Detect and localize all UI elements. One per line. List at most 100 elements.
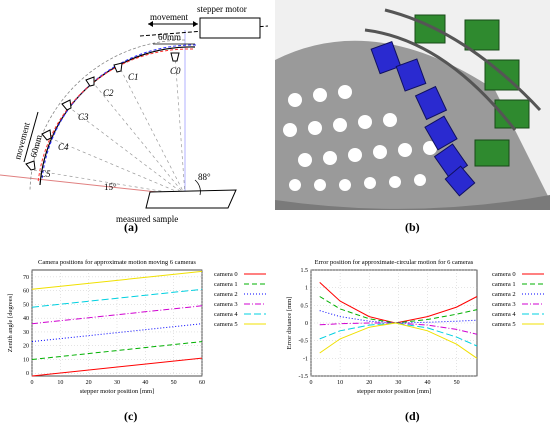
legend-label-camera-2: camera 2 [492,291,516,298]
legend-label-camera-4: camera 4 [492,311,516,318]
caption-b: (b) [405,220,420,234]
y-tick-label: 30 [23,330,29,336]
legend-label-camera-3: camera 3 [214,301,238,308]
legend-label-camera-1: camera 1 [214,281,238,288]
x-tick-label: 60 [199,380,205,386]
measured-sample-label: measured sample [116,214,178,224]
photo-render [275,0,550,210]
movement-top-arrowheads [148,21,198,27]
motor-rail [139,25,269,37]
diagram-panel: C0 C1 C2 C3 C4 C5 movement stepper motor… [0,0,272,236]
camera-icon-c1 [113,62,123,73]
series-line-camera-3 [31,305,203,325]
stepper-motor-label: stepper motor [197,4,247,14]
camera-icons [25,52,180,171]
y-tick-label: 0.5 [301,303,309,309]
movement-side-arrow [23,111,39,163]
x-tick-label: 10 [57,380,63,386]
series-line-camera-5 [319,322,478,359]
series-line-camera-2 [31,323,203,343]
legend-label-camera-0: camera 0 [492,271,516,278]
movement-top-label: movement [150,12,188,22]
x-tick-label: 0 [310,380,313,386]
setup-diagram: C0 C1 C2 C3 C4 C5 movement stepper motor… [0,4,269,224]
y-tick-label: 50 [23,302,29,308]
chart-title: Error position for approximate-circular … [315,259,474,266]
x-tick-label: 50 [171,380,177,386]
camera-icon-c5 [25,160,36,171]
caption-c: (c) [124,409,138,423]
y-tick-label: 0 [305,321,308,327]
x-tick-label: 40 [142,380,148,386]
angle-88-label: 88° [198,172,211,182]
camera-label-c2: C2 [103,88,114,98]
legend-label-camera-2: camera 2 [214,291,238,298]
camera-icon-c2 [85,76,95,87]
legend-label-camera-3: camera 3 [492,301,516,308]
y-tick-label: 40 [23,316,29,322]
x-tick-label: 0 [31,380,34,386]
camera-label-c0: C0 [170,66,181,76]
camera-label-c4: C4 [58,142,69,152]
y-tick-label: 70 [23,275,29,281]
series-line-camera-3 [319,322,478,335]
outer-arc [29,39,186,191]
legend-label-camera-5: camera 5 [492,321,516,328]
series-line-camera-0 [31,357,203,377]
y-tick-label: -1 [303,356,308,362]
caption-a: (a) [124,220,138,234]
dome-holes [283,85,437,191]
camera-modules [370,41,476,197]
y-tick-label: 1 [305,286,308,292]
camera-dome-photo [275,0,550,210]
legend-label-camera-1: camera 1 [492,281,516,288]
y-tick-label: -0.5 [299,339,309,345]
x-tick-label: 20 [366,380,372,386]
legend-label-camera-0: camera 0 [214,271,238,278]
caption-d: (d) [405,409,420,423]
camera-icon-c4 [41,129,52,141]
y-tick-label: 10 [23,357,29,363]
x-tick-label: 30 [395,380,401,386]
legend-label-camera-5: camera 5 [214,321,238,328]
x-tick-label: 10 [337,380,343,386]
series-line-camera-1 [31,341,203,360]
dim-top-label: 60mm [158,32,181,42]
series-line-camera-4 [319,322,478,347]
approx-arc-red [37,48,194,184]
chart-d-svg: Error position for approximate-circular … [286,259,544,395]
series-line-camera-5 [31,270,203,290]
stepper-motor-box [199,17,261,39]
chart-title: Camera positions for approximate motion … [38,259,196,266]
circuit-boards [414,14,530,167]
legend-label-camera-4: camera 4 [214,311,238,318]
camera-label-c5: C5 [40,169,51,179]
camera-label-c3: C3 [78,112,89,122]
x-tick-label: 20 [86,380,92,386]
x-axis-label: stepper motor position [mm] [357,388,432,395]
camera-icon-c3 [61,99,72,111]
y-axis-label: Zenith angle [degrees] [7,294,14,352]
y-tick-label: 20 [23,344,29,350]
dome-base [275,195,550,210]
camera-label-c1: C1 [128,72,139,82]
y-axis-label: Error distance [mm] [286,297,293,350]
y-tick-label: 0 [26,371,29,377]
x-tick-label: 30 [114,380,120,386]
angle-88-arc [194,179,201,196]
sample-plate [145,189,237,209]
y-tick-label: 1.5 [301,268,309,274]
series-line-camera-2 [319,310,478,324]
angle-15-label: 15° [104,182,117,192]
x-axis-label: stepper motor position [mm] [80,388,155,395]
series-line-camera-4 [31,288,203,308]
chart-camera-positions: Camera positions for approximate motion … [0,256,272,424]
x-tick-label: 40 [424,380,430,386]
y-tick-label: -1.5 [299,374,309,380]
chart-c-svg: Camera positions for approximate motion … [7,259,266,395]
y-tick-label: 60 [23,289,29,295]
camera-ray-lines [31,54,186,196]
dome-shell [275,40,550,210]
camera-icon-c0 [170,52,180,62]
x-tick-label: 50 [454,380,460,386]
